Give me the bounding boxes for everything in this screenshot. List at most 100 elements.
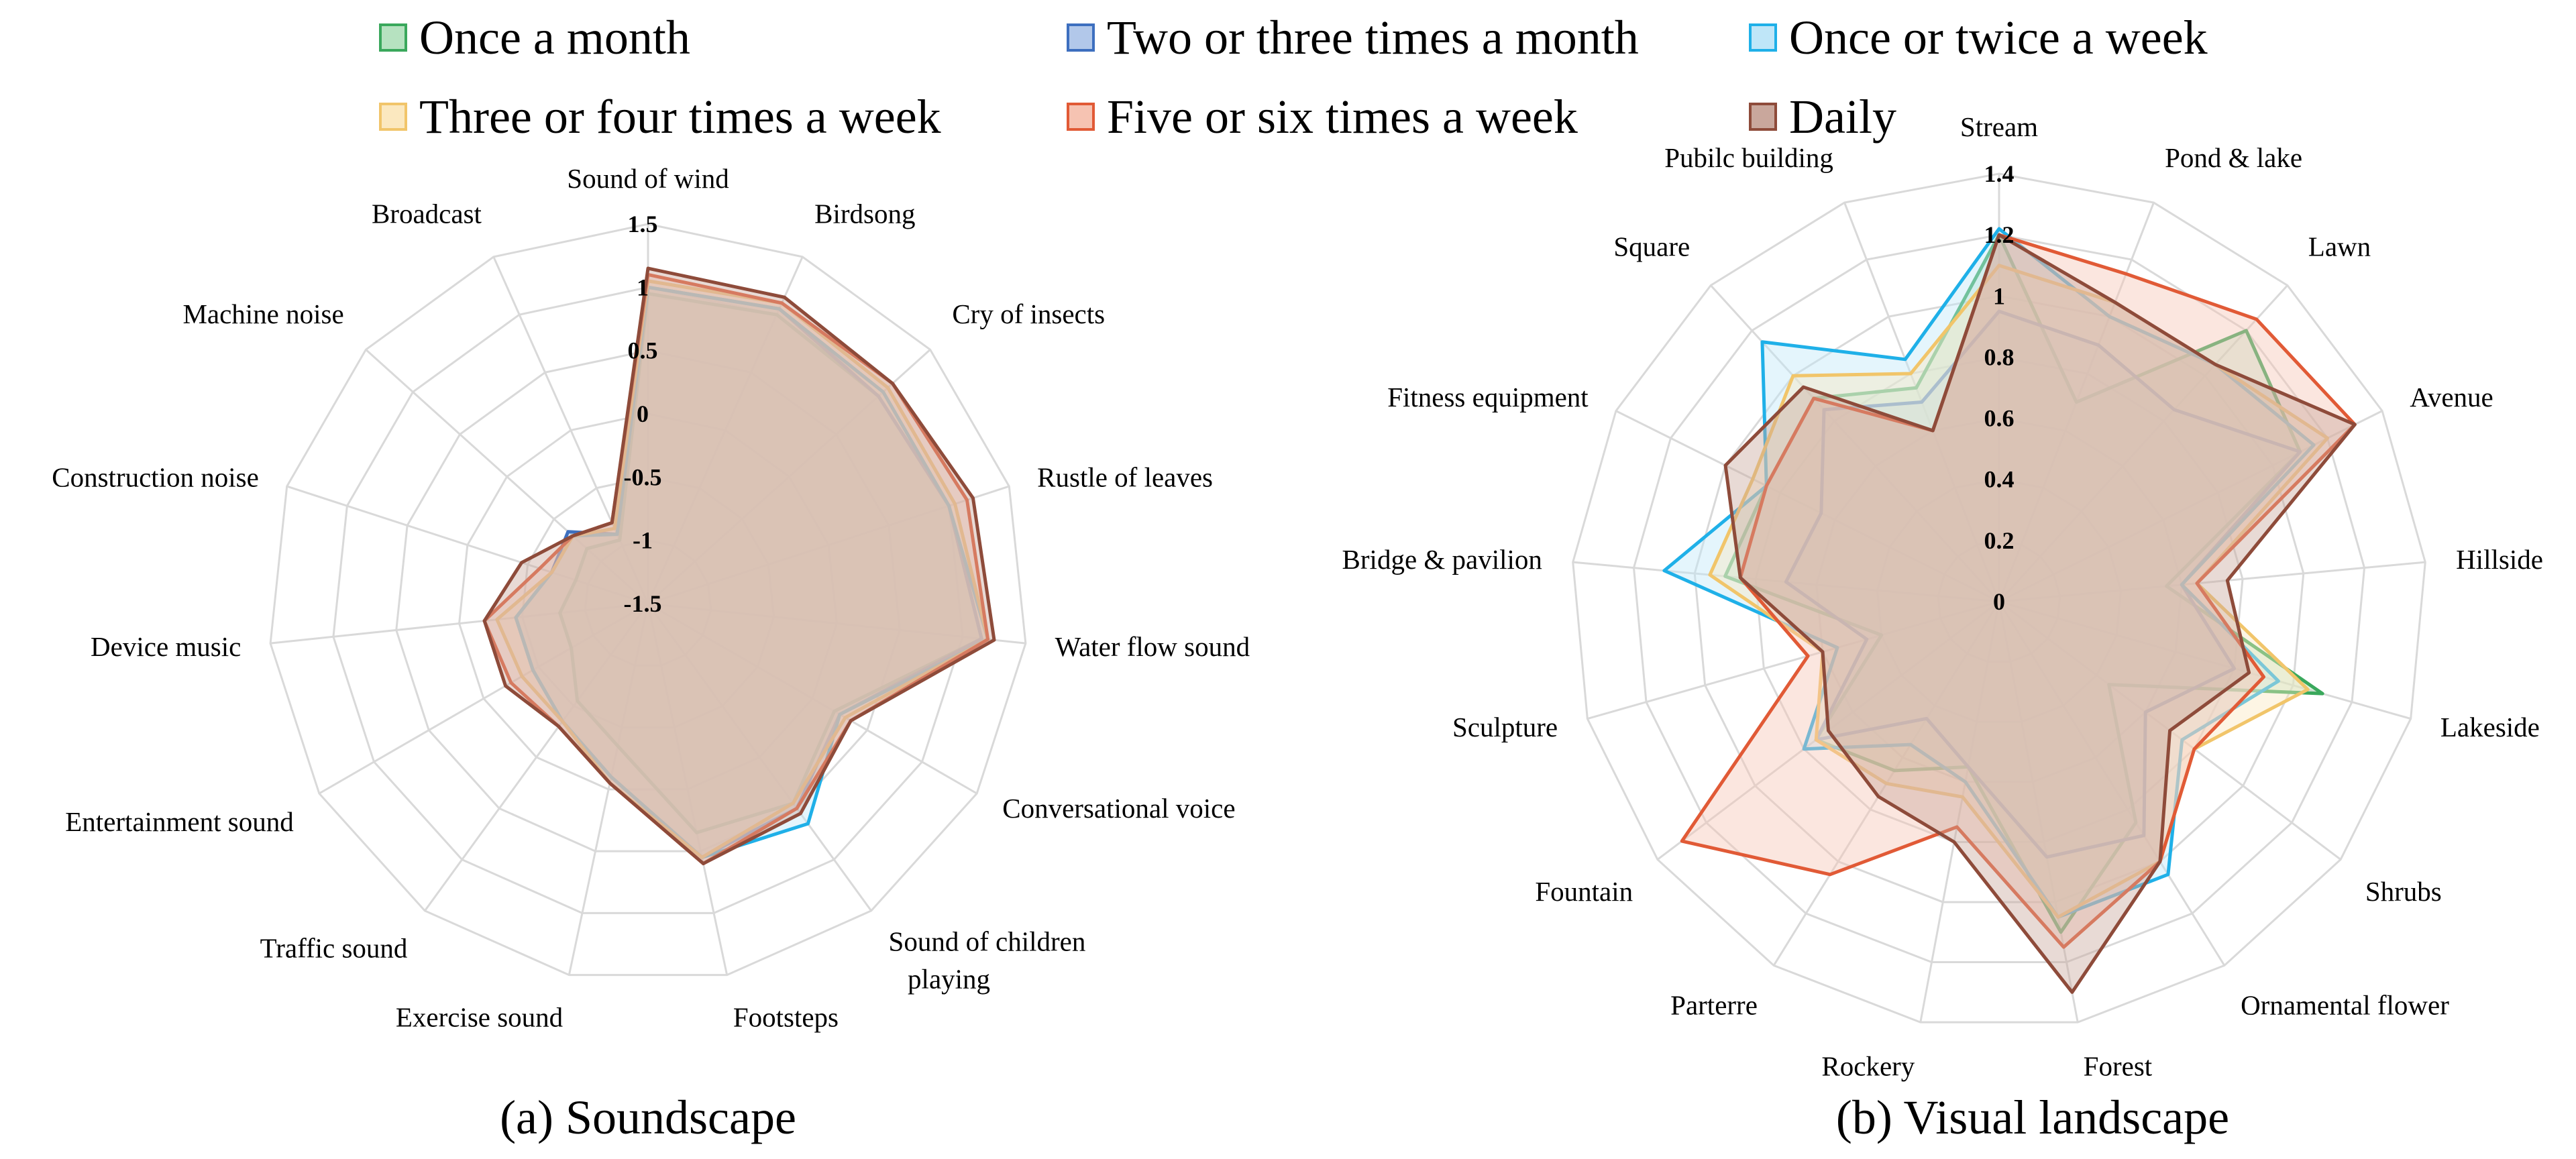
- axis-label-water-flow-sound: Water flow sound: [1055, 631, 1250, 662]
- legend-label-daily: Daily: [1789, 89, 1896, 144]
- axis-label-entertainment-sound: Entertainment sound: [65, 806, 293, 837]
- grid-ring: [269, 223, 1027, 977]
- axis-label-rockery: Rockery: [1821, 1050, 1915, 1081]
- tick-label: 1.4: [1984, 160, 2015, 187]
- legend-item-once-a-month: Once a month: [379, 4, 690, 71]
- tick-label: -0.5: [624, 463, 662, 490]
- grid-ring: [1937, 539, 2061, 663]
- legend-swatch-daily: [1749, 103, 1777, 131]
- axis-label-traffic-sound: Traffic sound: [260, 933, 408, 964]
- caption-visual-landscape: (b) Visual landscape: [1836, 1091, 2229, 1144]
- tick-label: -1: [633, 527, 653, 554]
- series-area-daily: [482, 266, 996, 866]
- axis-label-cry-of-insects: Cry of insects: [952, 298, 1105, 329]
- grid-spoke: [1587, 600, 2000, 720]
- legend-swatch-once-or-twice-a-week: [1749, 23, 1777, 52]
- axis-label-rustle-of-leaves: Rustle of leaves: [1037, 461, 1213, 492]
- axis-label-exercise-sound: Exercise sound: [396, 1002, 563, 1033]
- grid-ring: [1693, 294, 2305, 903]
- tick-label: 1.5: [628, 211, 658, 237]
- axis-label-parterre: Parterre: [1670, 990, 1758, 1021]
- tick-label: -1.5: [624, 590, 662, 617]
- axis-label-pond-and-lake: Pond & lake: [2165, 142, 2302, 173]
- grid-spoke: [270, 602, 649, 645]
- grid-spoke: [1998, 601, 2226, 967]
- series-area-five-or-six-times-a-week: [1680, 233, 2357, 949]
- grid-spoke: [647, 602, 977, 795]
- axis-label-footsteps: Footsteps: [733, 1002, 839, 1033]
- axis-label-sculpture: Sculpture: [1452, 712, 1558, 742]
- legend-swatch-three-or-four-times-a-week: [379, 103, 407, 131]
- grid-spoke: [1998, 410, 2383, 603]
- axis-label-sound-of-wind: Sound of wind: [567, 163, 729, 194]
- axis-label-hillside: Hillside: [2456, 544, 2543, 575]
- tick-label: 0: [637, 400, 649, 427]
- grid-spoke: [1615, 410, 2000, 603]
- radar-chart-soundscape: -1.5 -1 -0.5 0 0.5 1 1.5 Sound of wind Birdsong C…: [52, 163, 1250, 1033]
- legend-swatch-two-or-three-times-a-month: [1067, 23, 1095, 52]
- grid-spoke: [647, 602, 1026, 645]
- radar-chart-visual-landscape: 0 0.2 0.4 0.6 0.8 1 1.2 1.4 Stream Pond & lake Law…: [1342, 111, 2543, 1081]
- grid-ring: [1572, 172, 2426, 1024]
- axis-label-stream: Stream: [1960, 111, 2038, 142]
- legend-label-once-a-month: Once a month: [419, 10, 690, 64]
- tick-label: 0.2: [1984, 527, 2015, 554]
- axis-label-lakeside: Lakeside: [2440, 712, 2540, 742]
- grid-ring: [395, 349, 901, 852]
- tick-label: 1: [1993, 282, 2005, 309]
- axis-label-avenue: Avenue: [2410, 382, 2493, 412]
- legend-label-five-or-six-times-a-week: Five or six times a week: [1107, 89, 1578, 144]
- grid-spoke: [286, 485, 649, 605]
- caption-soundscape: (a) Soundscape: [500, 1091, 796, 1144]
- grid-ring: [458, 412, 838, 791]
- grid-spoke: [319, 602, 649, 795]
- legend-label-two-or-three-times-a-month: Two or three times a month: [1107, 10, 1639, 64]
- grid-ring: [584, 539, 712, 667]
- axis-label-machine-noise: Machine noise: [182, 298, 343, 329]
- axis-label-birdsong: Birdsong: [814, 199, 915, 229]
- grid-spoke: [1998, 601, 2079, 1023]
- legend-label-once-or-twice-a-week: Once or twice a week: [1789, 10, 2208, 64]
- tick-label: 0.4: [1984, 466, 2015, 493]
- axis-label-device-music: Device music: [91, 631, 241, 662]
- grid-spoke: [1919, 601, 2000, 1023]
- axis-label-bridge-and-pavilion: Bridge & pavilion: [1342, 544, 1542, 575]
- grid-spoke: [647, 603, 872, 912]
- legend-item-two-or-three-times-a-month: Two or three times a month: [1067, 4, 1639, 71]
- tick-label: 1: [637, 274, 649, 300]
- legend-label-three-or-four-times-a-week: Three or four times a week: [419, 89, 941, 144]
- series-area-two-or-three-times-a-month: [1784, 309, 2302, 859]
- axis-label-ornamental-flower: Ornamental flower: [2241, 990, 2449, 1021]
- legend: Once a month Two or three times a month …: [0, 0, 2576, 154]
- tick-label: 1.2: [1984, 221, 2015, 248]
- legend-item-once-or-twice-a-week: Once or twice a week: [1749, 4, 2208, 71]
- axis-label-fountain: Fountain: [1535, 876, 1633, 907]
- grid-spoke: [1998, 561, 2426, 603]
- grid-spoke: [424, 603, 649, 912]
- axis-label-forest: Forest: [2084, 1050, 2153, 1081]
- legend-swatch-once-a-month: [379, 23, 407, 52]
- series-area-three-or-four-times-a-week: [495, 279, 990, 859]
- tick-label: 0.8: [1984, 343, 2015, 370]
- grid-spoke: [568, 603, 649, 975]
- radar-grid: [269, 223, 1027, 977]
- grid-spoke: [1998, 600, 2412, 720]
- grid-ring: [1876, 478, 2123, 723]
- axis-label-square: Square: [1613, 231, 1690, 262]
- axis-label-lawn: Lawn: [2308, 231, 2371, 262]
- grid-spoke: [1998, 284, 2288, 603]
- legend-item-daily: Daily: [1749, 83, 1896, 150]
- grid-spoke: [365, 349, 649, 605]
- grid-ring: [521, 476, 775, 729]
- axis-label-shrubs: Shrubs: [2365, 876, 2442, 907]
- tick-label: 0.5: [628, 337, 658, 364]
- grid-spoke: [647, 603, 729, 975]
- axis-label-conversational-voice: Conversational voice: [1002, 793, 1235, 824]
- axis-label-sound-of-children-playing: Sound of children playing: [889, 926, 1086, 995]
- series-area-daily: [1723, 233, 2357, 994]
- legend-swatch-five-or-six-times-a-week: [1067, 103, 1095, 131]
- grid-spoke: [492, 256, 649, 604]
- axis-label-pubilc-building: Pubilc building: [1664, 142, 1833, 173]
- tick-label: 0: [1993, 588, 2005, 615]
